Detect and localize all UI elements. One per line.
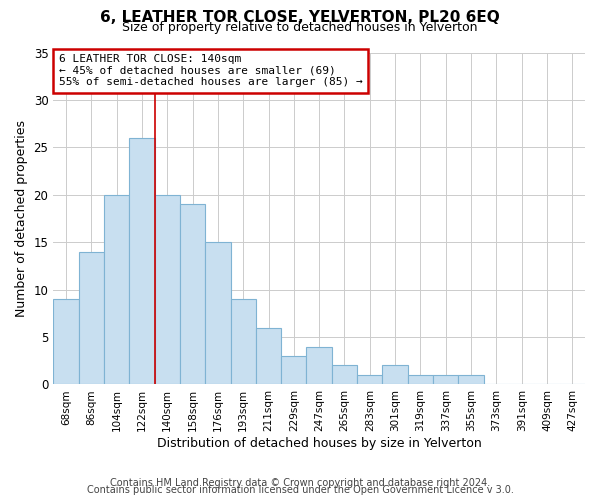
- Bar: [205, 242, 230, 384]
- Text: Contains HM Land Registry data © Crown copyright and database right 2024.: Contains HM Land Registry data © Crown c…: [110, 478, 490, 488]
- Bar: [332, 366, 357, 384]
- Bar: [79, 252, 104, 384]
- Text: 6 LEATHER TOR CLOSE: 140sqm
← 45% of detached houses are smaller (69)
55% of sem: 6 LEATHER TOR CLOSE: 140sqm ← 45% of det…: [59, 54, 362, 88]
- Bar: [382, 366, 408, 384]
- X-axis label: Distribution of detached houses by size in Yelverton: Distribution of detached houses by size …: [157, 437, 482, 450]
- Bar: [307, 346, 332, 385]
- Bar: [180, 204, 205, 384]
- Bar: [433, 375, 458, 384]
- Text: Size of property relative to detached houses in Yelverton: Size of property relative to detached ho…: [122, 21, 478, 34]
- Bar: [53, 299, 79, 384]
- Bar: [408, 375, 433, 384]
- Bar: [256, 328, 281, 384]
- Text: Contains public sector information licensed under the Open Government Licence v : Contains public sector information licen…: [86, 485, 514, 495]
- Bar: [104, 195, 129, 384]
- Text: 6, LEATHER TOR CLOSE, YELVERTON, PL20 6EQ: 6, LEATHER TOR CLOSE, YELVERTON, PL20 6E…: [100, 10, 500, 25]
- Y-axis label: Number of detached properties: Number of detached properties: [15, 120, 28, 317]
- Bar: [129, 138, 155, 384]
- Bar: [458, 375, 484, 384]
- Bar: [357, 375, 382, 384]
- Bar: [155, 195, 180, 384]
- Bar: [281, 356, 307, 384]
- Bar: [230, 299, 256, 384]
